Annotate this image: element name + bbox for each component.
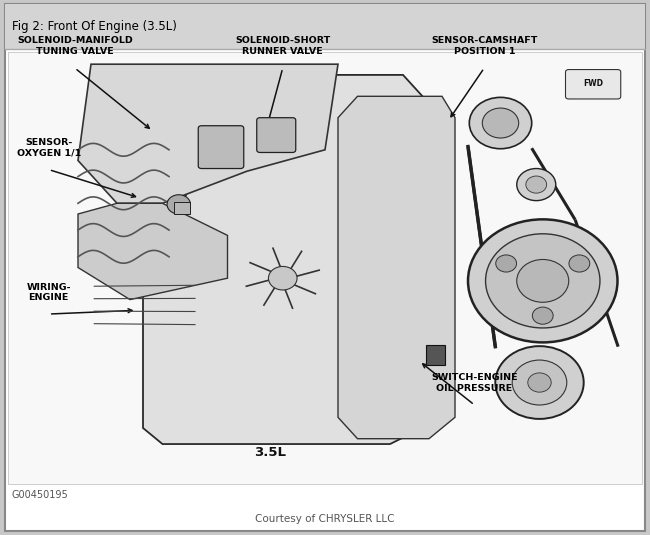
Bar [426, 345, 445, 365]
Bar [5, 4, 645, 49]
Text: G00450195: G00450195 [12, 490, 68, 500]
Circle shape [526, 176, 547, 193]
Text: SOLENOID-SHORT
RUNNER VALVE: SOLENOID-SHORT RUNNER VALVE [235, 36, 330, 56]
Polygon shape [338, 96, 455, 439]
Circle shape [528, 373, 551, 392]
Circle shape [268, 266, 297, 290]
FancyBboxPatch shape [198, 126, 244, 169]
Circle shape [517, 259, 569, 302]
Text: FWD: FWD [583, 80, 603, 88]
Circle shape [469, 97, 532, 149]
FancyBboxPatch shape [257, 118, 296, 152]
Text: Fig 2: Front Of Engine (3.5L): Fig 2: Front Of Engine (3.5L) [12, 20, 177, 33]
FancyBboxPatch shape [566, 70, 621, 99]
Circle shape [496, 255, 517, 272]
Text: WIRING-
ENGINE: WIRING- ENGINE [27, 282, 71, 302]
Text: SWITCH-ENGINE
OIL PRESSURE: SWITCH-ENGINE OIL PRESSURE [431, 373, 518, 393]
Circle shape [569, 255, 590, 272]
Bar [174, 202, 190, 214]
Polygon shape [78, 64, 338, 203]
Polygon shape [78, 203, 228, 300]
Text: SENSOR-
OXYGEN 1/1: SENSOR- OXYGEN 1/1 [17, 138, 81, 158]
Text: Courtesy of CHRYSLER LLC: Courtesy of CHRYSLER LLC [255, 514, 395, 524]
Circle shape [512, 360, 567, 405]
Bar [8, 52, 642, 484]
Circle shape [486, 234, 600, 328]
Circle shape [495, 346, 584, 419]
Text: 3.5L: 3.5L [254, 446, 286, 458]
Text: SOLENOID-MANIFOLD
TUNING VALVE: SOLENOID-MANIFOLD TUNING VALVE [17, 36, 133, 56]
Circle shape [517, 169, 556, 201]
Polygon shape [143, 75, 423, 444]
Circle shape [167, 195, 190, 214]
Circle shape [482, 108, 519, 138]
Text: SENSOR-CAMSHAFT
POSITION 1: SENSOR-CAMSHAFT POSITION 1 [431, 36, 538, 56]
Circle shape [468, 219, 618, 342]
Circle shape [532, 307, 553, 324]
